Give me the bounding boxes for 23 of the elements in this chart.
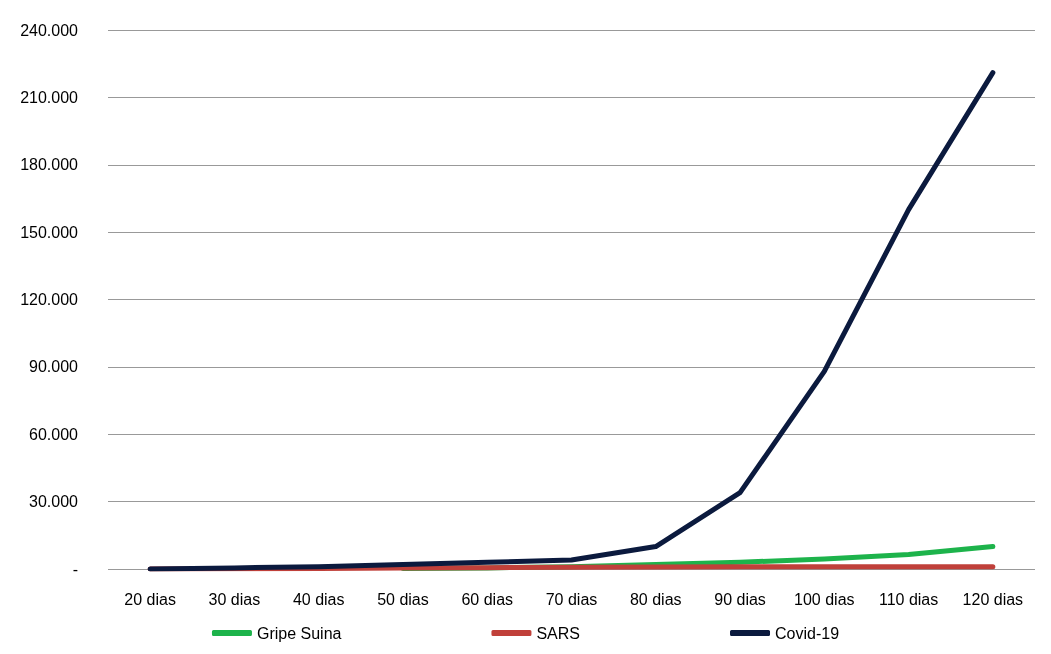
y-tick-label: 150.000 (20, 223, 79, 241)
y-tick-label: 240.000 (20, 21, 79, 39)
x-tick-label: 50 dias (377, 590, 429, 608)
x-tick-label: 110 dias (878, 590, 939, 608)
x-tick-label: 40 dias (292, 590, 345, 608)
y-tick-label: 180.000 (20, 156, 79, 174)
y-tick-label: 60.000 (29, 425, 79, 443)
y-tick-label: - (72, 560, 78, 578)
x-tick-label: 80 dias (629, 590, 682, 608)
x-tick-label: 20 dias (124, 590, 176, 608)
y-tick-label: 30.000 (29, 493, 79, 511)
legend-label: Gripe Suina (256, 624, 342, 642)
y-tick-label: 210.000 (20, 88, 79, 106)
x-tick-label: 30 dias (208, 590, 261, 608)
x-tick-label: 60 dias (461, 590, 514, 608)
legend-label: SARS (536, 624, 581, 642)
legend-label: Covid-19 (775, 624, 840, 642)
x-tick-label: 120 dias (962, 590, 1024, 608)
x-tick-label: 90 dias (714, 590, 766, 608)
y-tick-label: 90.000 (29, 358, 79, 376)
x-tick-label: 100 dias (794, 590, 855, 608)
x-tick-label: 70 dias (545, 590, 598, 608)
y-tick-label: 120.000 (20, 291, 79, 308)
